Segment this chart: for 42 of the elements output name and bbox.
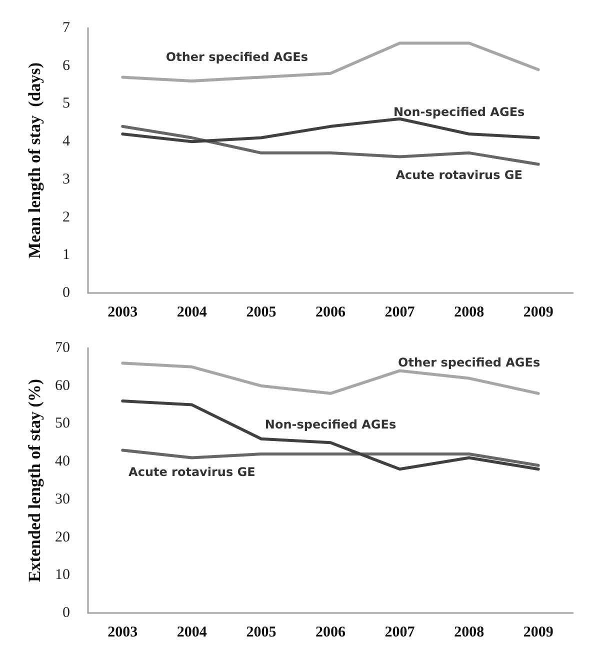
x-tick-label: 2004 bbox=[176, 304, 208, 320]
series-label: Other specified AGEs bbox=[166, 50, 308, 64]
series-label: Non-specified AGEs bbox=[393, 105, 525, 119]
x-tick-label: 2009 bbox=[523, 624, 554, 640]
y-tick-label: 0 bbox=[62, 285, 70, 301]
x-tick-label: 2005 bbox=[246, 304, 276, 320]
y-tick-label: 5 bbox=[62, 96, 70, 112]
x-tick-label: 2003 bbox=[108, 624, 138, 640]
line-series bbox=[121, 448, 540, 467]
y-tick-label: 2 bbox=[62, 209, 70, 226]
y-tick-label: 20 bbox=[55, 529, 70, 546]
x-tick-label: 2006 bbox=[316, 304, 346, 320]
line-series bbox=[121, 42, 540, 82]
y-tick-label: 50 bbox=[55, 416, 70, 432]
y-tick-label: 7 bbox=[62, 20, 70, 36]
line-series bbox=[121, 124, 540, 166]
x-tick-label: 2008 bbox=[454, 304, 484, 320]
x-tick-label: 2007 bbox=[384, 304, 416, 320]
y-tick-label: 60 bbox=[55, 378, 70, 394]
series-label: Acute rotavirus GE bbox=[128, 464, 256, 479]
y-tick-label: 6 bbox=[62, 58, 70, 74]
x-tick-label: 2006 bbox=[316, 624, 346, 640]
series-label: Acute rotavirus GE bbox=[396, 168, 522, 182]
series-label: Non-specified AGEs bbox=[264, 418, 396, 432]
y-tick-label: 4 bbox=[62, 134, 70, 150]
y-tick-label: 70 bbox=[55, 340, 70, 356]
y-tick-label: 0 bbox=[62, 605, 70, 621]
x-tick-label: 2007 bbox=[384, 624, 416, 640]
series-label: Other specified AGEs bbox=[398, 355, 540, 370]
x-tick-label: 2003 bbox=[108, 304, 138, 320]
y-tick-label: 3 bbox=[62, 171, 70, 188]
x-tick-label: 2004 bbox=[176, 624, 208, 640]
y-tick-label: 30 bbox=[55, 491, 70, 508]
y-axis-title: Extended length of stay (%) bbox=[25, 378, 44, 582]
x-tick-label: 2005 bbox=[246, 624, 276, 640]
y-tick-label: 10 bbox=[55, 567, 70, 584]
y-tick-label: 40 bbox=[55, 454, 70, 470]
x-tick-label: 2009 bbox=[523, 304, 554, 320]
y-axis-title: Mean length of stay (days) bbox=[25, 62, 44, 258]
x-tick-label: 2008 bbox=[454, 624, 484, 640]
line-series bbox=[121, 117, 540, 144]
y-tick-label: 1 bbox=[62, 247, 70, 264]
